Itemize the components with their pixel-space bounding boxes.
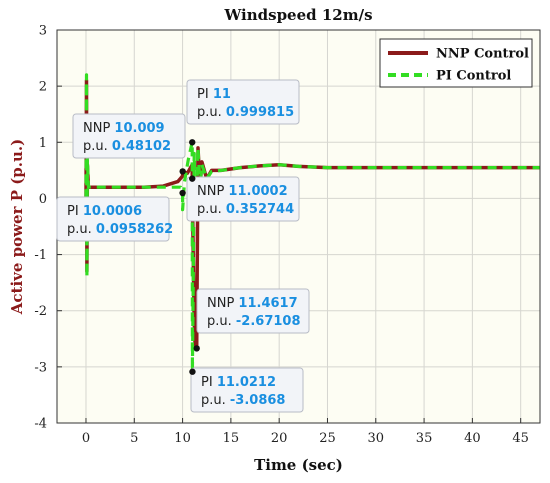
data-tip-marker bbox=[193, 345, 200, 352]
data-tip-box bbox=[56, 196, 170, 242]
data-tip-x-line: PI 10.0006 bbox=[67, 204, 142, 219]
data-tip-y-line: p.u. 0.0958262 bbox=[67, 222, 173, 237]
x-tick-label: 10 bbox=[174, 431, 191, 446]
x-tick-label: 40 bbox=[464, 431, 481, 446]
legend-label-2: PI Control bbox=[436, 69, 511, 84]
data-tip-x-line: NNP 11.0002 bbox=[197, 184, 288, 199]
data-tip-y-line: p.u. -2.67108 bbox=[207, 314, 301, 329]
data-tip: NNP 10.009 p.u. 0.48102 bbox=[72, 113, 186, 175]
tick-labels: 0 5 10 15 20 25 30 35 40 45 -4 -3 -2 -1 0 1 2 3 bbox=[34, 24, 529, 447]
x-tick-label: 5 bbox=[130, 431, 138, 446]
data-tip-marker bbox=[179, 189, 186, 197]
legend-label-1: NNP Control bbox=[436, 47, 529, 62]
data-tip-y-line: p.u. 0.352744 bbox=[197, 202, 294, 217]
x-tick-label: 30 bbox=[368, 431, 385, 446]
chart-title: Windspeed 12m/s bbox=[223, 6, 372, 24]
data-tip: PI 10.0006 p.u. 0.0958262 bbox=[56, 189, 186, 242]
y-tick-label: -3 bbox=[34, 360, 47, 375]
y-tick-label: -1 bbox=[34, 248, 47, 263]
data-tip-y-value: 0.352744 bbox=[226, 202, 294, 217]
data-tip-marker bbox=[189, 139, 196, 146]
data-tip-box bbox=[72, 113, 186, 159]
data-tip-box bbox=[186, 176, 300, 222]
x-tick-label: 35 bbox=[416, 431, 433, 446]
legend-box bbox=[379, 38, 533, 88]
annotations: PI 11 p.u. 0.999815 NNP 10.009 p.u. 0.48102… bbox=[56, 79, 310, 413]
data-tip-marker bbox=[189, 368, 196, 375]
data-tip-y-value: 0.48102 bbox=[112, 139, 171, 154]
data-tip-box bbox=[196, 288, 310, 334]
x-tick-label: 45 bbox=[512, 431, 529, 446]
data-tip-y-value: -3.0868 bbox=[230, 393, 286, 408]
data-tip-y-value: 0.0958262 bbox=[96, 222, 173, 237]
data-tip-x-value: 11.0212 bbox=[217, 375, 276, 390]
data-tip: NNP 11.4617 p.u. -2.67108 bbox=[193, 288, 310, 352]
series-line-2 bbox=[84, 73, 540, 374]
data-tip-marker bbox=[179, 168, 186, 175]
data-tip-box bbox=[190, 367, 304, 413]
y-tick-label: 0 bbox=[39, 192, 47, 207]
y-tick-label: -4 bbox=[34, 417, 47, 432]
y-tick-label: 3 bbox=[39, 24, 47, 39]
y-tick-label: -2 bbox=[34, 304, 47, 319]
data-tip-x-value: 11 bbox=[213, 87, 231, 102]
data-tip-x-value: 10.009 bbox=[114, 121, 164, 136]
data-tip-x-value: 10.0006 bbox=[83, 204, 142, 219]
data-tip-y-line: p.u. -3.0868 bbox=[201, 393, 285, 408]
data-tip-y-value: -2.67108 bbox=[236, 314, 301, 329]
data-tip-box bbox=[186, 79, 300, 125]
data-tip-x-line: PI 11 bbox=[197, 87, 231, 102]
data-tip-x-value: 11.4617 bbox=[238, 296, 297, 311]
x-tick-label: 25 bbox=[319, 431, 336, 446]
y-tick-label: 1 bbox=[39, 136, 47, 151]
data-tip-x-value: 11.0002 bbox=[228, 184, 287, 199]
data-tip-x-line: NNP 11.4617 bbox=[207, 296, 298, 311]
y-axis-label: Active power P (p.u.) bbox=[8, 139, 26, 316]
x-axis-label: Time (sec) bbox=[254, 456, 343, 474]
data-tip-x-line: PI 11.0212 bbox=[201, 375, 276, 390]
x-tick-label: 0 bbox=[82, 431, 90, 446]
x-tick-label: 20 bbox=[271, 431, 288, 446]
series-lines bbox=[84, 73, 540, 374]
data-tip-y-value: 0.999815 bbox=[226, 105, 294, 120]
y-tick-label: 2 bbox=[39, 80, 47, 95]
data-tip-y-line: p.u. 0.999815 bbox=[197, 105, 294, 120]
data-tip: NNP 11.0002 p.u. 0.352744 bbox=[186, 175, 300, 222]
legend: NNP Control PI Control bbox=[379, 38, 533, 88]
data-tip: PI 11.0212 p.u. -3.0868 bbox=[189, 367, 304, 413]
x-tick-label: 15 bbox=[223, 431, 240, 446]
data-tip-x-line: NNP 10.009 bbox=[83, 121, 165, 136]
data-tip-marker bbox=[189, 175, 196, 182]
data-tip: PI 11 p.u. 0.999815 bbox=[186, 79, 300, 146]
data-tip-y-line: p.u. 0.48102 bbox=[83, 139, 171, 154]
